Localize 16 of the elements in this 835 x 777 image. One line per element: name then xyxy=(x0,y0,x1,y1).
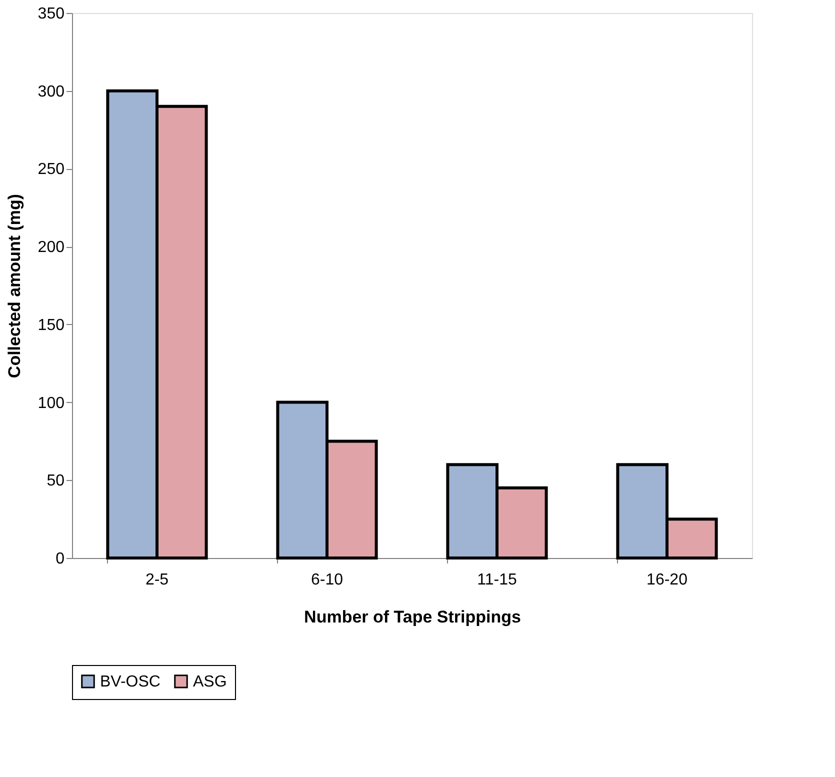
y-tick-label: 300 xyxy=(38,83,65,100)
y-tick-label: 150 xyxy=(38,316,65,334)
x-tick-label: 11-15 xyxy=(477,572,517,588)
y-tick-label: 350 xyxy=(38,6,65,22)
x-tick-label: 2-5 xyxy=(145,572,169,588)
y-tick-label: 100 xyxy=(38,394,65,412)
legend-label: BV-OSC xyxy=(100,673,160,690)
y-tick-label: 50 xyxy=(46,472,65,490)
y-tick-label: 250 xyxy=(38,161,65,178)
x-axis-title: Number of Tape Strippings xyxy=(304,608,521,626)
y-tick-label: 0 xyxy=(56,550,65,568)
y-tick-label: 200 xyxy=(38,239,65,256)
x-tick-label: 6-10 xyxy=(310,572,344,588)
y-axis-title: Collected amount (mg) xyxy=(4,194,24,378)
x-tick-label: 16-20 xyxy=(646,572,688,588)
legend-label: ASG xyxy=(193,673,227,690)
